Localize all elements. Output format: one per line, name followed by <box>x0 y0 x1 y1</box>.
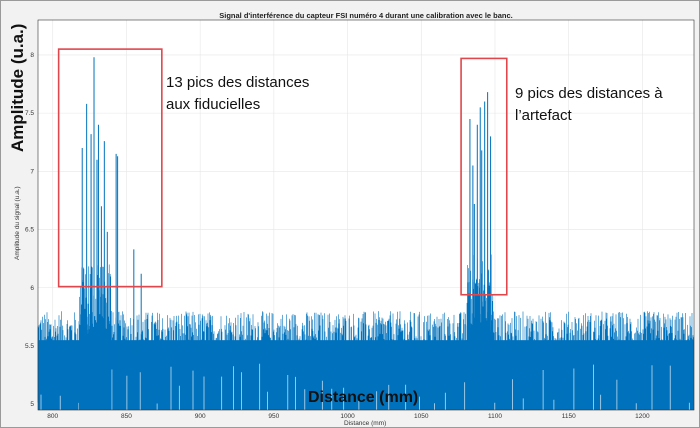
y-tick-label: 5 <box>30 401 34 408</box>
x-tick-label: 900 <box>195 413 206 420</box>
x-tick-label: 1100 <box>488 413 502 420</box>
x-tick-label: 1000 <box>340 413 355 420</box>
annotation-box <box>460 57 508 296</box>
signal-gaps <box>40 363 690 410</box>
x-tick-label: 950 <box>268 413 279 420</box>
annotation-artifact: 9 pics des distances à l’artefact <box>515 85 663 124</box>
y-tick-label: 6 <box>30 285 34 292</box>
x-tick-label: 850 <box>121 413 132 420</box>
y-tick-label: 8 <box>30 52 34 59</box>
annotation-boxes <box>57 48 508 296</box>
y-tick-label: 6.5 <box>25 227 34 234</box>
x-tick-label: 800 <box>47 413 58 420</box>
axes-box <box>37 19 695 411</box>
chart-title: Signal d'interférence du capteur FSI num… <box>219 11 513 20</box>
tick-labels: 800 850 900 950 1000 1050 1100 1150 1200 5 5.5 6 6.5… <box>25 52 650 420</box>
annotation-box <box>57 48 163 288</box>
overlay-y-label: Amplitude (u.a.) <box>8 23 27 152</box>
x-tick-label: 1150 <box>562 413 576 420</box>
y-axis-label: Amplitude du signal (u.a.) <box>14 186 21 260</box>
signal-series <box>37 57 694 410</box>
y-tick-label: 7.5 <box>25 110 34 117</box>
x-tick-label: 1050 <box>414 413 429 420</box>
annotation-fiducials: 13 pics des distances aux fiducielles <box>166 74 310 113</box>
axes <box>37 19 695 411</box>
x-tick-label: 1200 <box>635 413 650 420</box>
y-tick-label: 7 <box>30 168 34 175</box>
y-tick-label: 5.5 <box>25 343 34 350</box>
overlay-x-label: Distance (mm) <box>308 389 419 406</box>
x-axis-label: Distance (mm) <box>344 420 387 427</box>
